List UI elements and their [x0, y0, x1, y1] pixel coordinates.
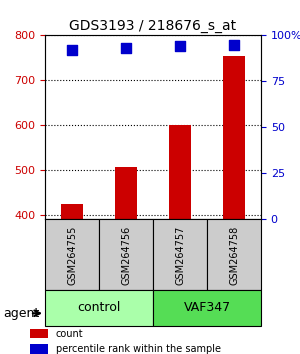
Text: agent: agent — [3, 307, 39, 320]
Text: GSM264757: GSM264757 — [175, 225, 185, 285]
Point — [70, 47, 74, 53]
FancyBboxPatch shape — [99, 219, 153, 290]
Point — [232, 42, 236, 47]
Text: GSM264755: GSM264755 — [67, 225, 77, 285]
Text: count: count — [56, 329, 83, 339]
Point — [178, 44, 182, 49]
Text: percentile rank within the sample: percentile rank within the sample — [56, 344, 220, 354]
Text: GSM264758: GSM264758 — [229, 225, 239, 285]
FancyBboxPatch shape — [153, 219, 207, 290]
FancyBboxPatch shape — [45, 290, 153, 326]
Text: GSM264756: GSM264756 — [121, 225, 131, 285]
Text: control: control — [77, 302, 121, 314]
Bar — [169, 125, 191, 219]
FancyBboxPatch shape — [153, 290, 261, 326]
Bar — [61, 204, 83, 219]
Bar — [223, 56, 245, 219]
Point — [124, 45, 128, 51]
Bar — [115, 167, 137, 219]
Bar — [30, 329, 48, 338]
Title: GDS3193 / 218676_s_at: GDS3193 / 218676_s_at — [69, 19, 237, 33]
FancyBboxPatch shape — [45, 219, 99, 290]
Text: VAF347: VAF347 — [183, 302, 231, 314]
Bar — [30, 344, 48, 354]
FancyBboxPatch shape — [207, 219, 261, 290]
